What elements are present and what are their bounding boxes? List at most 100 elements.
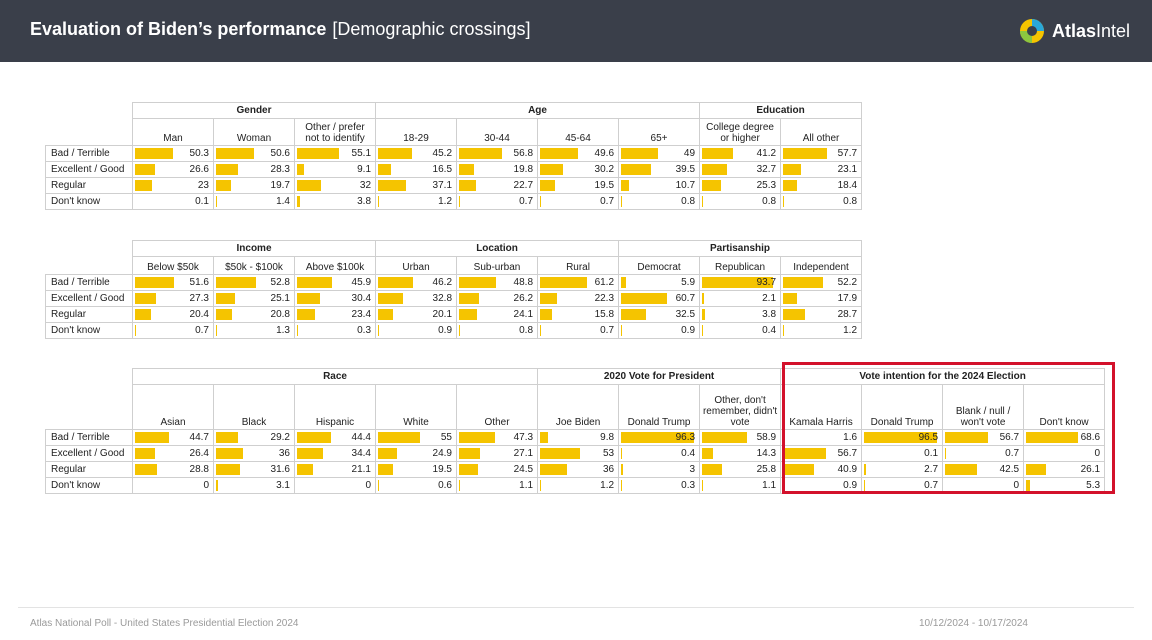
data-cell: 17.9 bbox=[780, 289, 863, 307]
data-cell: 29.2 bbox=[213, 428, 295, 446]
data-label: 23.1 bbox=[837, 163, 858, 175]
data-label: 44.7 bbox=[189, 431, 209, 443]
data-cell: 0.7 bbox=[537, 192, 620, 210]
data-cell: 52.2 bbox=[780, 273, 863, 291]
data-label: 1.2 bbox=[438, 195, 453, 207]
bar-mark bbox=[540, 195, 541, 207]
data-cell: 19.5 bbox=[375, 460, 457, 478]
data-label: 52.8 bbox=[270, 276, 290, 288]
data-cell: 36 bbox=[213, 444, 295, 462]
data-label: 0.7 bbox=[600, 324, 615, 336]
data-label: 0 bbox=[203, 479, 209, 491]
row-label-don-t-know: Don't know bbox=[45, 321, 133, 339]
data-label: 9.1 bbox=[357, 163, 372, 175]
bar-mark bbox=[216, 447, 244, 459]
bar-mark bbox=[135, 308, 151, 320]
data-cell: 68.6 bbox=[1023, 428, 1106, 446]
bar-mark bbox=[135, 431, 169, 443]
data-label: 25.3 bbox=[756, 179, 777, 191]
data-label: 96.5 bbox=[918, 431, 939, 443]
bar-mark bbox=[135, 447, 156, 459]
data-label: 44.4 bbox=[351, 431, 371, 443]
data-cell: 45.9 bbox=[293, 273, 377, 291]
row-label-don-t-know: Don't know bbox=[45, 476, 133, 494]
bar-mark bbox=[378, 463, 393, 475]
column-header-kamala-harris: Kamala Harris bbox=[780, 384, 863, 430]
column-header-rural: Rural bbox=[537, 256, 620, 275]
bar-mark bbox=[378, 324, 379, 336]
data-label: 45.9 bbox=[351, 276, 372, 288]
row-label-regular: Regular bbox=[45, 176, 133, 194]
data-cell: 22.3 bbox=[537, 289, 620, 307]
bar-mark bbox=[783, 276, 823, 288]
data-cell: 1.2 bbox=[537, 476, 620, 494]
bar-mark bbox=[783, 195, 784, 207]
data-cell: 15.8 bbox=[537, 305, 620, 323]
data-cell: 1.4 bbox=[213, 192, 295, 210]
footer-source: Atlas National Poll - United States Pres… bbox=[30, 618, 299, 629]
data-cell: 58.9 bbox=[699, 428, 782, 446]
data-cell: 51.6 bbox=[132, 273, 214, 291]
bar-mark bbox=[216, 179, 231, 191]
data-label: 9.8 bbox=[600, 431, 615, 443]
data-label: 24.9 bbox=[432, 447, 452, 459]
data-label: 15.8 bbox=[594, 308, 615, 320]
bar-mark bbox=[702, 463, 722, 475]
data-cell: 0.3 bbox=[618, 476, 701, 494]
data-label: 56.8 bbox=[513, 147, 534, 159]
bar-mark bbox=[378, 195, 379, 207]
data-label: 53 bbox=[602, 447, 615, 459]
data-label: 20.1 bbox=[432, 308, 453, 320]
data-label: 60.7 bbox=[675, 292, 696, 304]
bar-mark bbox=[459, 276, 497, 288]
data-cell: 1.1 bbox=[455, 476, 539, 494]
data-label: 50.6 bbox=[270, 147, 290, 159]
data-cell: 0 bbox=[942, 476, 1025, 494]
data-cell: 1.6 bbox=[780, 428, 863, 446]
data-label: 34.4 bbox=[351, 447, 371, 459]
data-cell: 0.8 bbox=[618, 192, 701, 210]
bar-mark bbox=[1026, 479, 1031, 491]
data-label: 24.5 bbox=[513, 463, 534, 475]
data-label: 0.1 bbox=[924, 447, 939, 459]
bar-mark bbox=[297, 276, 332, 288]
data-label: 96.3 bbox=[675, 431, 696, 443]
data-cell: 0.7 bbox=[456, 192, 539, 210]
bar-mark bbox=[702, 147, 734, 159]
data-cell: 45.2 bbox=[375, 144, 458, 162]
data-label: 1.2 bbox=[843, 324, 858, 336]
data-cell: 0.1 bbox=[132, 192, 214, 210]
column-header-hispanic: Hispanic bbox=[294, 384, 376, 430]
data-label: 0.8 bbox=[843, 195, 858, 207]
data-cell: 1.3 bbox=[213, 321, 295, 339]
column-header-18-29: 18-29 bbox=[375, 118, 458, 146]
bar-mark bbox=[702, 447, 713, 459]
data-label: 16.5 bbox=[432, 163, 453, 175]
group-header-2020-vote-for-president: 2020 Vote for President bbox=[537, 368, 782, 385]
data-label: 0.6 bbox=[438, 479, 452, 491]
data-cell: 30.4 bbox=[293, 289, 377, 307]
data-cell: 0.9 bbox=[780, 476, 863, 494]
data-label: 36 bbox=[602, 463, 615, 475]
data-label: 21.1 bbox=[351, 463, 371, 475]
data-cell: 39.5 bbox=[618, 160, 701, 178]
data-label: 49.6 bbox=[594, 147, 615, 159]
data-label: 0.9 bbox=[438, 324, 453, 336]
data-label: 68.6 bbox=[1080, 431, 1101, 443]
data-cell: 25.8 bbox=[699, 460, 782, 478]
data-label: 1.6 bbox=[843, 431, 858, 443]
data-cell: 25.3 bbox=[699, 176, 782, 194]
data-cell: 22.7 bbox=[456, 176, 539, 194]
bar-mark bbox=[783, 324, 784, 336]
data-label: 0.7 bbox=[600, 195, 615, 207]
data-cell: 1.2 bbox=[375, 192, 458, 210]
bar-mark bbox=[540, 447, 581, 459]
data-label: 56.7 bbox=[999, 431, 1020, 443]
table-row: Excellent / Good 27.3 25.1 30.4 32.8 26.2 22.3… bbox=[45, 289, 863, 307]
data-label: 19.5 bbox=[594, 179, 615, 191]
data-label: 23 bbox=[197, 179, 209, 191]
group-header-gender: Gender bbox=[131, 102, 377, 119]
bar-mark bbox=[783, 479, 784, 491]
column-header-30-44: 30-44 bbox=[456, 118, 539, 146]
data-label: 2.7 bbox=[924, 463, 939, 475]
